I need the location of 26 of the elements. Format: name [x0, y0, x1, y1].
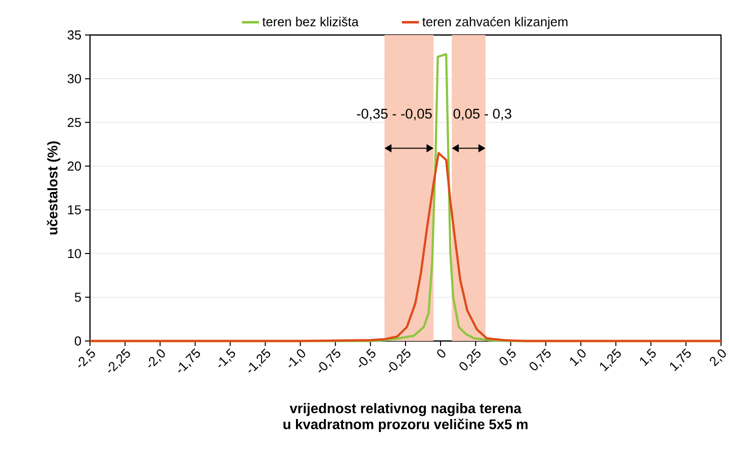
- y-tick-label: 10: [68, 248, 81, 258]
- y-tick-label: 0: [74, 336, 81, 346]
- y-tick-label: 30: [68, 74, 81, 84]
- y-tick-label: 25: [68, 118, 81, 127]
- annotation: -0,35 - -0,05: [357, 108, 432, 120]
- x-tick-label: 0,75: [530, 348, 551, 370]
- x-axis-title: vrijednost relativnog nagiba terena u kvadratnom prozoru veličine 5x5 m: [284, 403, 528, 432]
- x-tick-label: -1,5: [218, 348, 236, 368]
- y-tick-label: 35: [68, 30, 81, 40]
- legend-label: teren bez klizišta: [262, 16, 359, 26]
- x-tick-label: 0: [437, 349, 446, 358]
- legend-label: teren zahvaćen klizanjem: [422, 16, 568, 29]
- x-tick-label: 1,0: [570, 349, 586, 366]
- x-tick-label: -2,5: [78, 348, 95, 368]
- x-tick-label: 1,5: [640, 348, 656, 366]
- x-tick-label: -2,0: [148, 349, 165, 368]
- y-tick-label: 20: [68, 162, 81, 171]
- y-axis-title: učestalost (%): [46, 141, 60, 234]
- x-tick-label: -0,5: [358, 348, 376, 368]
- x-tick-label: 0,25: [459, 348, 481, 370]
- y-tick-label: 5: [74, 292, 81, 302]
- x-tick-label: 0,5: [500, 348, 516, 366]
- y-tick-label: 15: [68, 205, 81, 214]
- annotation: 0,05 - 0,3: [454, 108, 512, 120]
- x-tick-label: 2,0: [710, 349, 726, 366]
- x-tick-label: -1,0: [288, 349, 306, 368]
